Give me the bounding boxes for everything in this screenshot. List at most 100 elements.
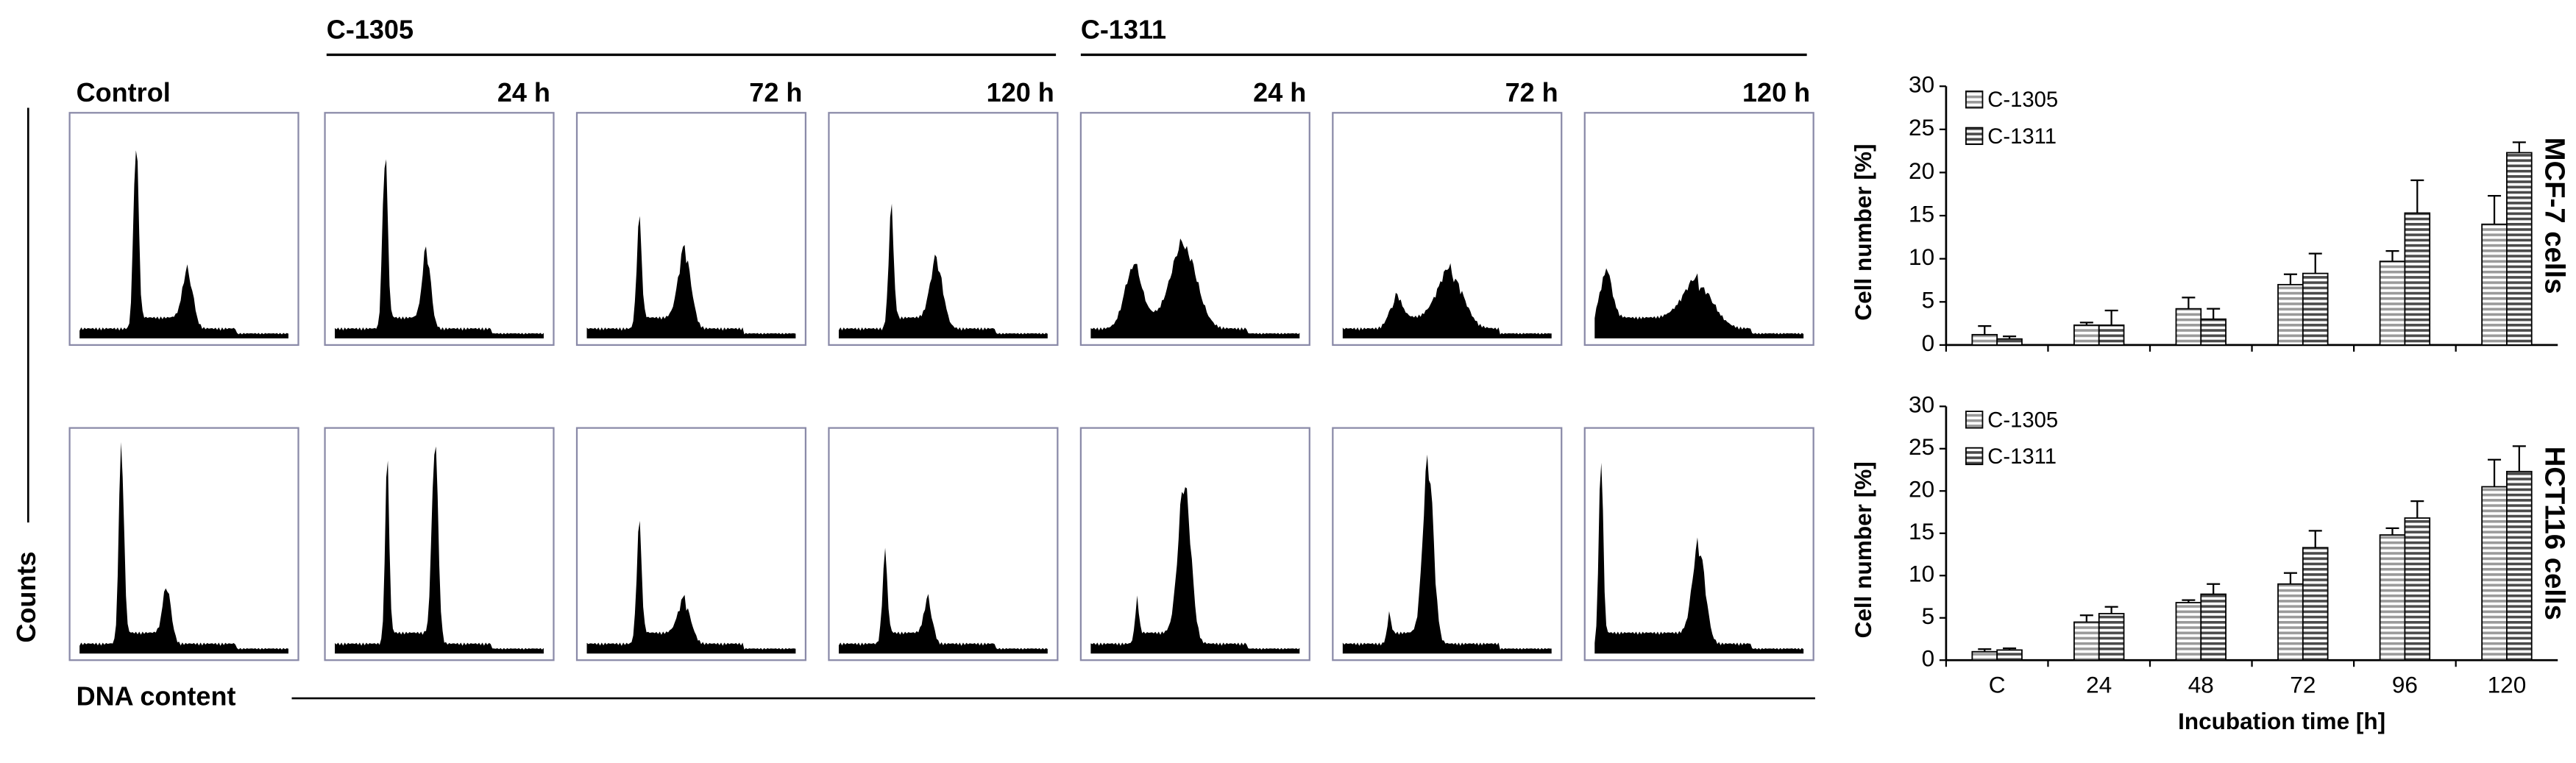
x-tick-label: C bbox=[1989, 672, 2006, 698]
error-bar bbox=[2104, 309, 2118, 325]
y-tick-label: 10 bbox=[1909, 561, 1934, 587]
error-bar bbox=[2410, 179, 2424, 213]
bar bbox=[2098, 324, 2125, 346]
histogram bbox=[838, 203, 1048, 338]
bar bbox=[1996, 649, 2023, 661]
panel-label: 120 h bbox=[987, 77, 1054, 107]
error-bar bbox=[2283, 273, 2297, 285]
group-label: C-1305 bbox=[327, 14, 414, 44]
y-axis-label: Cell number [%] bbox=[1850, 461, 1876, 638]
histogram bbox=[586, 520, 796, 654]
bar bbox=[2073, 621, 2100, 661]
histogram bbox=[586, 216, 796, 338]
error-bar bbox=[2488, 458, 2502, 487]
panel-label: 24 h bbox=[1253, 77, 1306, 107]
error-bar bbox=[2512, 445, 2526, 472]
axis-label: DNA content bbox=[77, 681, 236, 711]
error-bar bbox=[2512, 141, 2526, 153]
error-bar bbox=[2079, 614, 2093, 622]
histogram bbox=[1594, 268, 1804, 338]
legend-swatch bbox=[1965, 91, 1984, 109]
bar bbox=[2506, 152, 2533, 346]
chart-title: HCT116 cells bbox=[2538, 447, 2570, 620]
group-label: C-1311 bbox=[1081, 14, 1166, 44]
bar bbox=[2277, 583, 2304, 661]
y-tick-label: 10 bbox=[1909, 244, 1934, 270]
bar bbox=[2175, 308, 2202, 346]
y-tick-label: 20 bbox=[1909, 157, 1934, 184]
error-bar bbox=[2207, 583, 2221, 595]
panel-label: 24 h bbox=[497, 77, 550, 107]
error-bar bbox=[2207, 308, 2221, 319]
bar bbox=[2200, 593, 2226, 661]
histogram bbox=[1594, 462, 1804, 654]
legend-swatch bbox=[1965, 411, 1984, 429]
histogram bbox=[1342, 263, 1552, 338]
error-bar bbox=[2385, 250, 2399, 262]
error-bar bbox=[1978, 324, 1992, 335]
bar bbox=[2073, 324, 2100, 346]
histogram bbox=[335, 159, 544, 338]
error-bar bbox=[2488, 194, 2502, 224]
error-bar bbox=[2182, 599, 2196, 603]
error-bar bbox=[2182, 297, 2196, 309]
histogram bbox=[335, 446, 544, 654]
y-tick-label: 0 bbox=[1922, 645, 1935, 672]
bar bbox=[2506, 470, 2533, 661]
legend-swatch bbox=[1965, 447, 1984, 466]
chart-title: MCF-7 cells bbox=[2538, 138, 2570, 294]
y-tick-label: 30 bbox=[1909, 71, 1934, 98]
bar bbox=[2404, 212, 2431, 346]
error-bar bbox=[2079, 322, 2093, 325]
error-bar bbox=[1978, 648, 1992, 652]
histogram-frame bbox=[324, 112, 555, 347]
bar bbox=[2098, 613, 2125, 661]
bar bbox=[2175, 602, 2202, 661]
histogram-frame bbox=[828, 427, 1059, 661]
y-tick-label: 20 bbox=[1909, 476, 1934, 503]
bar bbox=[2379, 260, 2406, 346]
bar bbox=[2302, 272, 2329, 346]
error-bar bbox=[2308, 252, 2322, 274]
y-tick-label: 15 bbox=[1909, 518, 1934, 544]
error-bar bbox=[2104, 606, 2118, 614]
y-tick-label: 25 bbox=[1909, 114, 1934, 141]
bar bbox=[2481, 486, 2508, 661]
bar bbox=[1996, 338, 2023, 346]
y-tick-label: 15 bbox=[1909, 200, 1934, 227]
bar bbox=[2379, 534, 2406, 661]
y-tick-label: 30 bbox=[1909, 391, 1934, 418]
y-tick-label: 25 bbox=[1909, 433, 1934, 460]
legend-label: C-1305 bbox=[1987, 408, 2058, 432]
y-tick-label: 5 bbox=[1922, 603, 1935, 629]
error-bar bbox=[2283, 572, 2297, 584]
histogram bbox=[79, 441, 289, 654]
histogram-frame bbox=[68, 427, 299, 661]
legend-swatch bbox=[1965, 127, 1984, 146]
histogram bbox=[79, 150, 289, 338]
histogram-frame bbox=[1332, 427, 1563, 661]
x-tick-label: 96 bbox=[2392, 672, 2418, 698]
error-bar bbox=[2385, 527, 2399, 536]
panel-label: Control bbox=[77, 77, 171, 107]
bar bbox=[2302, 547, 2329, 661]
error-bar bbox=[2003, 647, 2017, 650]
bar bbox=[1971, 333, 1998, 346]
bar bbox=[2277, 283, 2304, 346]
error-bar bbox=[2410, 500, 2424, 519]
panel-label: 72 h bbox=[1505, 77, 1558, 107]
bar bbox=[2200, 318, 2226, 346]
x-tick-label: 72 bbox=[2290, 672, 2316, 698]
x-axis-label: Incubation time [h] bbox=[2178, 708, 2385, 734]
histogram bbox=[1090, 238, 1300, 338]
panel-label: 72 h bbox=[749, 77, 802, 107]
bar bbox=[2404, 517, 2431, 661]
axis-label: Counts bbox=[11, 551, 41, 642]
bar bbox=[1971, 650, 1998, 661]
panel-label: 120 h bbox=[1742, 77, 1810, 107]
x-tick-label: 120 bbox=[2488, 672, 2527, 698]
x-tick-label: 48 bbox=[2188, 672, 2214, 698]
histogram-frame bbox=[575, 427, 807, 661]
y-tick-label: 0 bbox=[1922, 330, 1935, 356]
